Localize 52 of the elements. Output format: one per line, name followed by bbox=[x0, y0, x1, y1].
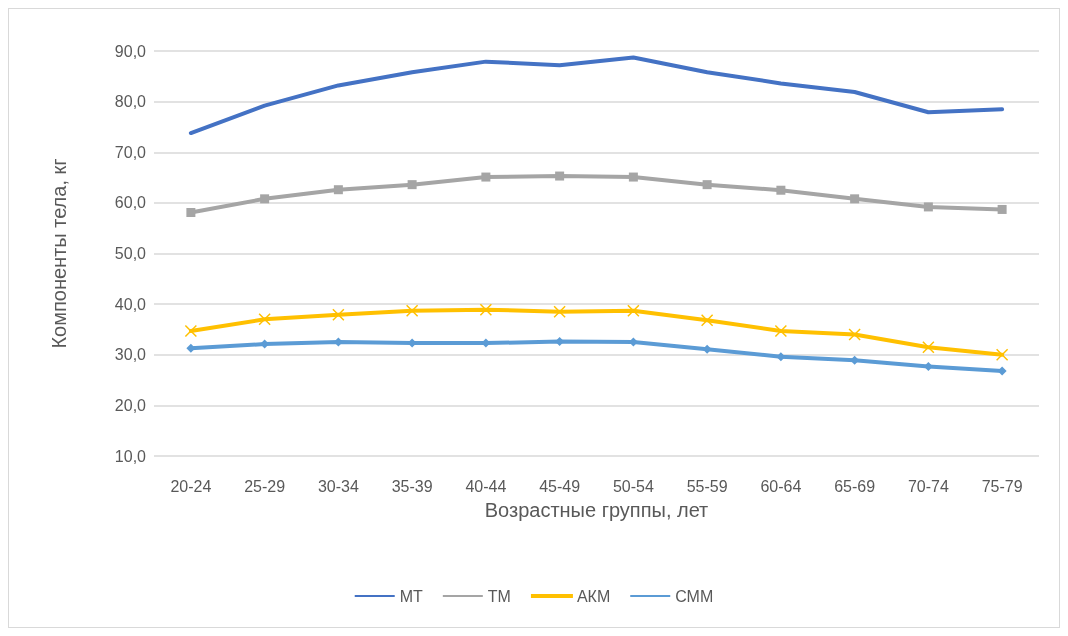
point bbox=[405, 304, 419, 317]
legend-label: СММ bbox=[675, 587, 714, 605]
point bbox=[700, 314, 714, 327]
point bbox=[407, 180, 417, 190]
point bbox=[997, 204, 1007, 214]
point bbox=[186, 207, 196, 217]
point bbox=[260, 194, 270, 204]
point bbox=[627, 304, 640, 317]
point bbox=[555, 171, 565, 181]
y-tick-label: 30,0 bbox=[114, 346, 147, 364]
x-tick-label: 75-79 bbox=[981, 477, 1023, 495]
point bbox=[774, 324, 788, 338]
x-tick-label: 25-29 bbox=[244, 477, 286, 495]
y-tick-label: 90,0 bbox=[114, 42, 147, 60]
point bbox=[332, 308, 345, 322]
point bbox=[776, 185, 786, 195]
legend-label: АКМ bbox=[576, 587, 611, 605]
point bbox=[258, 313, 271, 326]
x-axis-title: Возрастные группы, лет bbox=[484, 499, 709, 521]
y-tick-label: 40,0 bbox=[114, 295, 147, 313]
y-tick-label: 50,0 bbox=[114, 245, 147, 262]
y-axis-title: Компоненты тела, кг bbox=[48, 158, 70, 349]
point bbox=[848, 328, 861, 341]
y-tick-label: 60,0 bbox=[114, 194, 147, 212]
point bbox=[481, 172, 491, 182]
point bbox=[628, 172, 638, 182]
point bbox=[184, 324, 198, 338]
y-tick-label: 20,0 bbox=[114, 396, 147, 414]
point bbox=[333, 185, 343, 195]
line-series bbox=[188, 55, 1005, 136]
point bbox=[553, 305, 566, 318]
point bbox=[995, 348, 1009, 361]
y-tick-label: 70,0 bbox=[114, 143, 147, 161]
x-tick-label: 45-49 bbox=[539, 477, 581, 495]
point bbox=[923, 202, 933, 212]
point bbox=[702, 180, 712, 190]
x-tick-label: 20-24 bbox=[170, 477, 212, 495]
x-tick-label: 40-44 bbox=[465, 477, 507, 495]
point bbox=[850, 194, 860, 204]
x-tick-label: 65-69 bbox=[834, 477, 876, 495]
x-tick-label: 35-39 bbox=[391, 477, 433, 495]
legend-label: ТМ bbox=[487, 587, 511, 605]
y-tick-label: 80,0 bbox=[114, 93, 147, 111]
x-tick-label: 70-74 bbox=[907, 477, 949, 495]
legend-label: МТ bbox=[399, 587, 424, 605]
x-tick-label: 30-34 bbox=[317, 477, 359, 495]
x-tick-label: 55-59 bbox=[686, 477, 728, 495]
y-tick-label: 10,0 bbox=[114, 447, 147, 465]
x-tick-label: 60-64 bbox=[760, 477, 802, 495]
point bbox=[922, 340, 935, 354]
x-tick-label: 50-54 bbox=[612, 477, 654, 495]
point bbox=[479, 303, 493, 316]
